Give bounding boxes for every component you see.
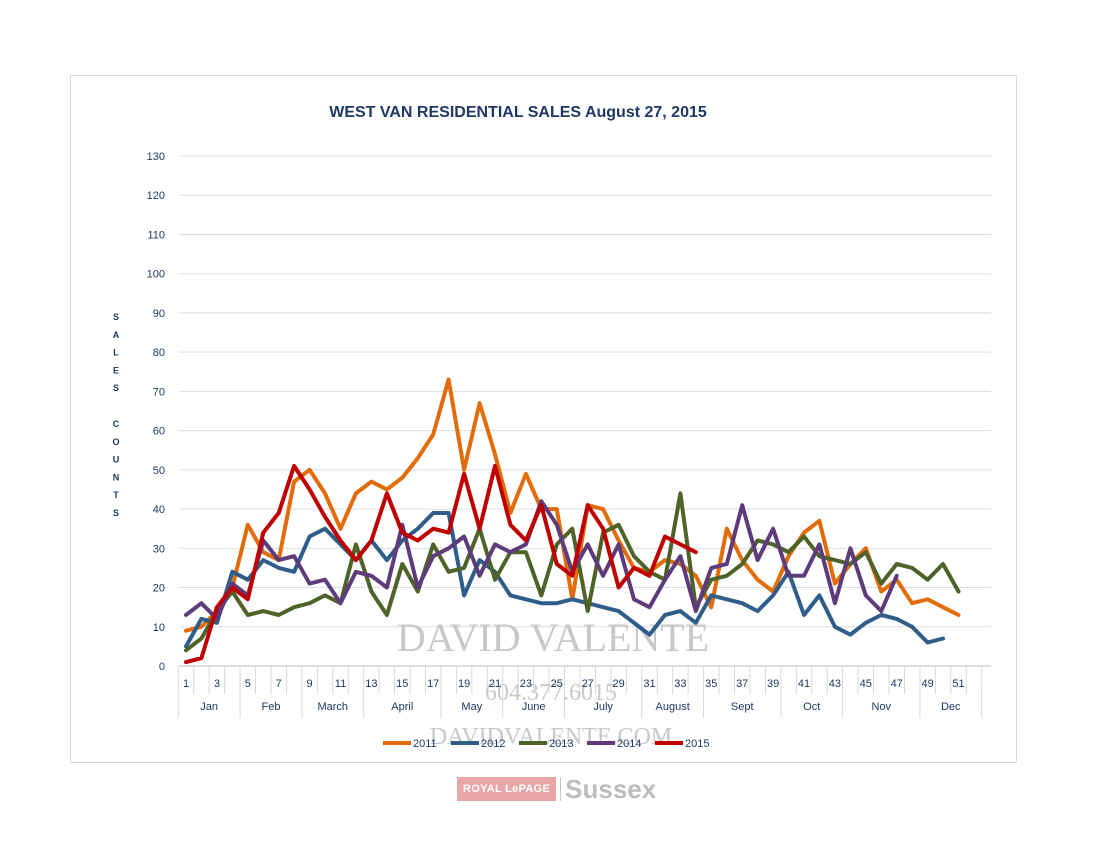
y-tick-label: 30 bbox=[153, 543, 165, 555]
month-label: May bbox=[461, 701, 482, 713]
y-label-letter: T bbox=[113, 490, 119, 500]
legend: 2011 2012 2013 2014 2015 bbox=[383, 738, 709, 750]
month-label: Sept bbox=[731, 701, 754, 713]
series-line-2011 bbox=[184, 377, 961, 633]
series-line-2012 bbox=[184, 511, 945, 649]
logo-divider bbox=[560, 777, 562, 801]
series-lines bbox=[184, 377, 961, 665]
y-tick-label: 60 bbox=[153, 426, 165, 438]
watermark-name: DAVID VALENTE bbox=[397, 615, 709, 660]
y-label-letter: S bbox=[113, 508, 119, 518]
x-tick-label: 23 bbox=[520, 678, 532, 690]
y-label-letter: A bbox=[113, 330, 120, 340]
y-label-letter: E bbox=[113, 365, 119, 375]
x-tick-label: 13 bbox=[365, 678, 377, 690]
chart-frame: Jan Feb March April May June July August Sept Oct… bbox=[70, 75, 1017, 763]
watermark-phone: 604.377.6015 bbox=[485, 680, 617, 706]
x-tick-label: 1 bbox=[183, 678, 189, 690]
royal-lepage-logo: ROYAL LePAGE bbox=[457, 777, 557, 801]
month-axis: Jan Feb March April May June July August Sept Oct… bbox=[177, 694, 983, 718]
y-tick-label: 100 bbox=[147, 269, 165, 281]
series-line-2014 bbox=[184, 499, 899, 621]
x-tick-label: 21 bbox=[489, 678, 501, 690]
x-tick-label: 17 bbox=[427, 678, 439, 690]
x-tick-label: 5 bbox=[245, 678, 251, 690]
grid bbox=[177, 155, 991, 694]
y-tick-label: 40 bbox=[153, 504, 165, 516]
month-label: Feb bbox=[261, 701, 280, 713]
y-tick-label: 70 bbox=[153, 386, 165, 398]
x-tick-label: 3 bbox=[214, 678, 220, 690]
x-tick-label: 25 bbox=[551, 678, 563, 690]
x-tick-label: 39 bbox=[767, 678, 779, 690]
x-tick-label: 9 bbox=[307, 678, 313, 690]
month-label: June bbox=[522, 701, 546, 713]
x-tick-label: 37 bbox=[736, 678, 748, 690]
x-tick-label: 41 bbox=[798, 678, 810, 690]
x-tick-label: 15 bbox=[396, 678, 408, 690]
x-tick-label: 51 bbox=[952, 678, 964, 690]
x-tick-label: 29 bbox=[612, 678, 624, 690]
y-label-letter: S bbox=[113, 312, 119, 322]
y-tick-label: 80 bbox=[153, 347, 165, 359]
month-label: Oct bbox=[803, 701, 820, 713]
watermark-website: DAVIDVALENTE.COM bbox=[430, 724, 672, 750]
y-tick-label: 130 bbox=[147, 151, 165, 163]
y-label-letter: C bbox=[113, 419, 120, 429]
month-label: Jan bbox=[200, 701, 218, 713]
x-tick-label: 35 bbox=[705, 678, 717, 690]
series-line-2015 bbox=[184, 463, 698, 665]
x-axis-ticks: 1 3 5 7 9 11 13 15 17 19 21 23 25 27 29 31 33 35 37 39 41 43 4… bbox=[183, 678, 965, 690]
x-tick-label: 7 bbox=[276, 678, 282, 690]
legend-label: 2014 bbox=[617, 738, 641, 750]
y-label-letter: S bbox=[113, 383, 119, 393]
y-tick-label: 0 bbox=[159, 661, 165, 673]
y-label-letter: N bbox=[113, 472, 120, 482]
x-tick-label: 19 bbox=[458, 678, 470, 690]
legend-label: 2015 bbox=[685, 738, 709, 750]
chart-title: WEST VAN RESIDENTIAL SALES August 27, 20… bbox=[329, 104, 707, 121]
y-tick-label: 90 bbox=[153, 308, 165, 320]
x-tick-label: 43 bbox=[829, 678, 841, 690]
legend-label: 2011 bbox=[413, 738, 437, 750]
x-tick-label: 45 bbox=[860, 678, 872, 690]
y-label-letter: O bbox=[112, 437, 119, 447]
x-tick-label: 31 bbox=[643, 678, 655, 690]
x-tick-label: 47 bbox=[891, 678, 903, 690]
y-tick-label: 120 bbox=[147, 190, 165, 202]
sussex-wordmark: Sussex bbox=[565, 773, 657, 804]
y-axis-ticks: 0 10 20 30 40 50 60 70 80 90 100 110 120 130 bbox=[147, 151, 165, 673]
series-line-2013 bbox=[184, 491, 961, 653]
y-label-letter: L bbox=[113, 348, 119, 358]
month-label: July bbox=[593, 701, 613, 713]
x-tick-label: 11 bbox=[335, 678, 346, 690]
month-label: April bbox=[391, 701, 413, 713]
month-label: August bbox=[656, 701, 690, 713]
legend-label: 2013 bbox=[549, 738, 573, 750]
x-tick-label: 33 bbox=[674, 678, 686, 690]
y-tick-label: 20 bbox=[153, 583, 165, 595]
month-label: Nov bbox=[871, 701, 891, 713]
x-tick-label: 27 bbox=[582, 678, 594, 690]
y-tick-label: 50 bbox=[153, 465, 165, 477]
sales-line-chart: Jan Feb March April May June July August Sept Oct… bbox=[112, 104, 991, 750]
y-label-letter: U bbox=[113, 455, 120, 465]
x-tick-label: 49 bbox=[921, 678, 933, 690]
y-tick-label: 10 bbox=[153, 622, 165, 634]
brand-logo: ROYAL LePAGE Sussex bbox=[457, 773, 657, 804]
month-label: Dec bbox=[941, 701, 961, 713]
month-label: March bbox=[317, 701, 348, 713]
legend-label: 2012 bbox=[481, 738, 505, 750]
y-tick-label: 110 bbox=[147, 229, 165, 241]
